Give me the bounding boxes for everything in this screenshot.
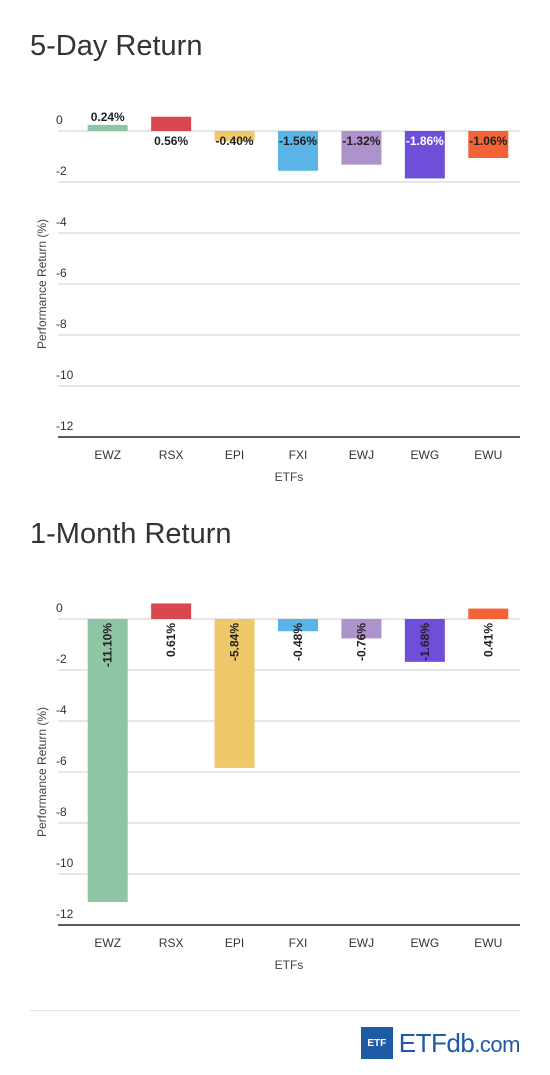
y-axis-label: Performance Return (%) [35, 707, 49, 837]
chart-1-month-return: 1-Month Return 0 -2 -4 -6 -8 -10 -12 Performanc… [0, 518, 550, 988]
chart-5-day-return: 5-Day Return 0 -2 -4 -6 -8 -10 -12 Performance … [0, 30, 550, 500]
x-tick-label: RSX [159, 936, 184, 950]
data-label: -0.48% [291, 623, 305, 661]
y-tick-label: -8 [56, 317, 67, 331]
x-tick-label: RSX [159, 448, 184, 462]
bar-ewz [87, 619, 128, 903]
y-tick-label: -6 [56, 754, 67, 768]
etfdb-wordmark: ETFdb.com [398, 1027, 521, 1059]
y-tick-label: -4 [56, 703, 67, 717]
y-axis-label: Performance Return (%) [35, 219, 49, 349]
chart-title: 1-Month Return [30, 518, 232, 550]
bar-ewu [468, 131, 509, 159]
bar-ewj [341, 619, 382, 639]
wordmark-etf: ETF [398, 1027, 447, 1058]
chart-5-day-plot: 0 -2 -4 -6 -8 -10 -12 Performance Return (%) ETF… [35, 110, 520, 484]
bar-ewg [404, 131, 445, 179]
data-label: -1.06% [469, 134, 507, 148]
y-tick-label: -2 [56, 164, 67, 178]
wordmark-com: .com [474, 1031, 520, 1057]
x-tick-label: EPI [225, 448, 244, 462]
data-label: 0.41% [481, 623, 495, 657]
x-tick-label: EWU [474, 448, 502, 462]
data-label: -1.32% [342, 134, 380, 148]
x-tick-label: FXI [289, 936, 308, 950]
bar-rsx [151, 603, 192, 619]
bar-ewg [404, 619, 445, 662]
y-tick-label: -8 [56, 805, 67, 819]
data-label: -1.68% [418, 623, 432, 661]
x-axis-label: ETFs [275, 958, 304, 972]
y-tick-label: 0 [56, 113, 63, 127]
data-label: -5.84% [228, 623, 242, 661]
chart-title: 5-Day Return [30, 30, 203, 62]
y-tick-label: -10 [56, 856, 74, 870]
x-tick-label: EWZ [94, 936, 121, 950]
footer-divider [30, 1010, 520, 1011]
bar-ewz [87, 124, 128, 131]
etfdb-logo: ETF ETFdb.com [360, 1027, 521, 1059]
y-tick-label: -12 [56, 419, 74, 433]
y-tick-label: -4 [56, 215, 67, 229]
y-tick-label: -6 [56, 266, 67, 280]
y-tick-label: -10 [56, 368, 74, 382]
x-tick-label: FXI [289, 448, 308, 462]
data-label: -0.40% [216, 134, 254, 148]
bar-ewu [468, 608, 509, 619]
x-tick-label: EWG [411, 936, 440, 950]
etf-logo-box: ETF [360, 1027, 393, 1059]
data-label: 0.24% [91, 110, 125, 124]
y-tick-label: 0 [56, 601, 63, 615]
chart-1-month-plot: 0 -2 -4 -6 -8 -10 -12 Performance Return (%) ETF… [35, 601, 520, 972]
y-tick-label: -12 [56, 907, 74, 921]
bar-epi [214, 619, 255, 768]
x-tick-label: EWZ [94, 448, 121, 462]
x-tick-label: EWJ [349, 936, 374, 950]
data-label: -11.10% [101, 623, 115, 667]
x-tick-label: EWG [411, 448, 440, 462]
x-axis-label: ETFs [275, 470, 304, 484]
data-label: -1.86% [406, 134, 444, 148]
data-label: -1.56% [279, 134, 317, 148]
bar-fxi [278, 131, 318, 171]
bar-fxi [278, 619, 318, 632]
x-tick-label: EWU [474, 936, 502, 950]
x-tick-label: EPI [225, 936, 244, 950]
data-label: 0.56% [154, 134, 188, 148]
data-label: -0.76% [354, 623, 368, 661]
bar-ewj [341, 131, 382, 165]
y-tick-label: -2 [56, 652, 67, 666]
wordmark-db: db [446, 1027, 475, 1058]
bar-epi [214, 131, 255, 142]
x-tick-label: EWJ [349, 448, 374, 462]
data-label: 0.61% [164, 623, 178, 657]
bar-rsx [151, 116, 192, 131]
